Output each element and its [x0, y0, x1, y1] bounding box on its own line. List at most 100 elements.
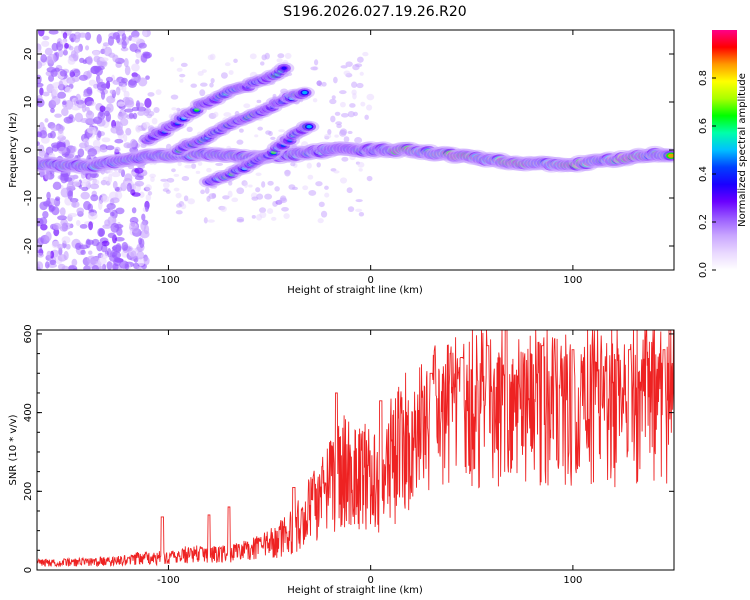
snr-x-ticks: -100 0 100 [157, 330, 582, 586]
heatmap-speckle-cell [130, 250, 137, 260]
heatmap-speckle-cell [117, 101, 126, 107]
heatmap-speckle-cell [58, 49, 64, 58]
heatmap-speckle-cell [103, 46, 113, 57]
heatmap-speckle-cell [317, 218, 324, 224]
heatmap-speckle-cell [356, 82, 364, 89]
colorbar-label: Normalized spectral amplitude [737, 73, 748, 227]
x-tick-label: 100 [563, 275, 582, 286]
heatmap-speckle-cell [310, 66, 318, 71]
heatmap-speckle-cell [197, 71, 204, 76]
heatmap-speckle-cell [86, 255, 97, 264]
heatmap-speckle-cell [128, 112, 134, 119]
heatmap-speckle-cell [69, 69, 75, 78]
colorbar: 0.0 0.2 0.4 0.6 0.8 Normalized spectral ampl… [698, 30, 748, 278]
heatmap-speckle-cell [231, 197, 239, 203]
heatmap-speckle-cell [37, 263, 41, 270]
heatmap-speckle-cell [175, 192, 182, 199]
heatmap-speckle-cell [138, 42, 147, 49]
heatmap-speckle-cell [199, 89, 206, 97]
heatmap-speckle-cell [352, 64, 360, 71]
heatmap-speckle-cell [121, 241, 129, 251]
heatmap-speckle-cell [86, 98, 93, 106]
heatmap-speckle-cell [67, 190, 73, 200]
heatmap-speckle-cell [366, 93, 375, 101]
heatmap-speckle-cell [210, 77, 215, 84]
heatmap-speckle-cell [283, 213, 290, 219]
heatmap-speckle-cell [106, 202, 116, 210]
heatmap-speckle-cell [121, 33, 127, 42]
heatmap-speckle-cell [61, 265, 69, 270]
heatmap-speckle-cell [236, 139, 244, 145]
heatmap-speckle-cell [114, 146, 121, 153]
heatmap-speckle-cell [360, 101, 366, 107]
heatmap-speckle-cell [290, 162, 296, 167]
heatmap-speckle-cell [54, 67, 60, 72]
y-tick-label: 20 [23, 48, 34, 61]
heatmap-speckle-cell [37, 141, 40, 146]
heatmap-speckle-cell [233, 58, 238, 63]
heatmap-speckle-cell [117, 112, 124, 120]
heatmap-speckle-cell [334, 134, 339, 138]
colorbar-tick-label: 0.2 [698, 214, 709, 230]
heatmap-speckle-cell [100, 60, 108, 68]
snr-y-ticks: 0 200 400 600 [23, 324, 674, 573]
x-tick-label: 0 [367, 575, 373, 586]
heatmap-speckle-cell [72, 52, 79, 62]
heatmap-speckle-cell [112, 79, 120, 85]
heatmap-speckle-cell [60, 187, 70, 198]
heatmap-speckle-cell [64, 86, 72, 93]
heatmap-speckle-cell [187, 198, 195, 205]
heatmap-speckle-cell [339, 177, 348, 184]
colorbar-tick-label: 0.6 [698, 118, 709, 134]
heatmap-speckle-cell [131, 30, 140, 38]
heatmap-speckle-cell [50, 125, 60, 132]
x-tick-label: -100 [157, 575, 180, 586]
heatmap-speckle-cell [105, 76, 114, 83]
heatmap-speckle-cell [49, 259, 57, 266]
heatmap-speckle-cell [320, 210, 328, 218]
heatmap-speckle-cell [83, 265, 91, 270]
heatmap-speckle-cell [147, 191, 153, 196]
snr-y-axis-label: SNR (10 * v/v) [8, 414, 19, 485]
heatmap-speckle-cell [271, 216, 277, 221]
heatmap-speckle-cell [109, 89, 115, 95]
heatmap-speckle-cell [74, 242, 82, 250]
heatmap-speckle-cell [200, 189, 205, 195]
heatmap-speckle-cell [340, 65, 348, 69]
heatmap-speckle-cell [44, 170, 51, 180]
heatmap-speckle-cell [109, 211, 115, 217]
y-tick-label: 600 [23, 324, 34, 343]
heatmap-speckle-cell [355, 208, 363, 212]
heatmap-speckle-cell [316, 162, 321, 168]
heatmap-speckle-cell [47, 53, 57, 64]
heatmap-speckle-cell [115, 128, 124, 136]
heatmap-speckle-cell [112, 54, 119, 63]
heatmap-speckle-cell [224, 62, 231, 67]
heatmap-speckle-cell [85, 238, 91, 249]
heatmap-speckle-cell [42, 91, 50, 97]
heatmap-speckle-cell [87, 148, 98, 157]
heatmap-speckle-cell [160, 178, 169, 182]
heatmap-speckle-cell [64, 42, 69, 49]
heatmap-speckle-cell [80, 249, 86, 255]
heatmap-speckle-cell [77, 32, 88, 38]
heatmap-speckle-cell [366, 104, 373, 111]
heatmap-speckle-cell [91, 265, 100, 270]
heatmap-speckle-cell [183, 195, 189, 202]
heatmap-speckle-cell [72, 200, 77, 208]
heatmap-speckle-cell [151, 117, 158, 125]
heatmap-speckle-cell [98, 200, 103, 211]
heatmap-speckle-cell [96, 34, 102, 44]
heatmap-speckle-cell [88, 221, 93, 231]
heatmap-speckle-cell [46, 197, 51, 206]
heatmap-speckle-cell [153, 107, 160, 114]
heatmap-speckle-cell [99, 57, 109, 62]
heatmap-speckle-cell [75, 93, 81, 102]
heatmap-speckle-cell [308, 189, 317, 196]
heatmap-speckle-cell [88, 250, 93, 255]
heatmap-speckle-cell [100, 179, 107, 186]
x-tick-label: 0 [367, 275, 373, 286]
heatmap-speckle-cell [329, 98, 337, 105]
heatmap-speckle-cell [330, 115, 336, 123]
heatmap-speckle-cell [145, 184, 152, 191]
